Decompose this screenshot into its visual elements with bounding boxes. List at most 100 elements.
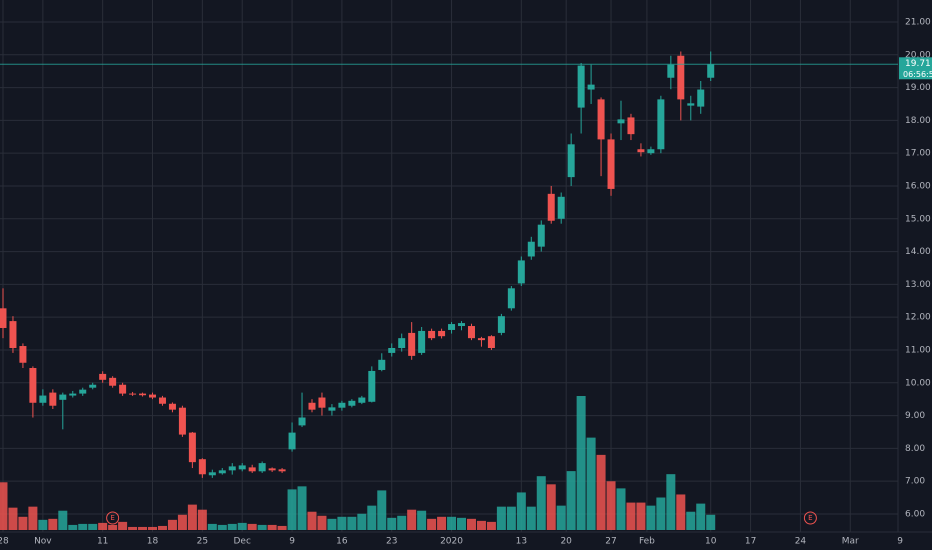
volume-bar [546,484,556,530]
volume-bar [128,526,138,530]
volume-bar [207,523,217,530]
volume-bar [466,518,476,530]
volume-bar [118,521,128,530]
candle-body [89,384,97,388]
candle-body [647,149,655,154]
volume-bar [706,514,716,530]
candle-body [29,368,37,403]
volume-bar [357,513,367,530]
x-tick-label: 2020 [440,537,463,547]
candle-body [667,64,675,78]
candle-body [268,468,276,471]
y-tick-label: 8.00 [905,444,925,454]
y-tick-label: 19.00 [905,83,931,93]
candle-body [198,459,206,475]
volume-bar [586,437,596,530]
volume-bar [686,511,696,530]
candle-body [9,321,17,348]
volume-bar [486,521,496,530]
y-tick-label: 14.00 [905,247,931,257]
volume-bar [616,488,626,530]
x-tick-label: 20 [560,537,572,547]
volume-bar [377,490,387,530]
candle-body [637,149,645,153]
volume-bar [427,518,437,530]
candle-body [308,402,316,410]
candle-body [158,397,166,404]
volume-bar [606,481,616,530]
volume-bar [187,504,197,530]
volume-bar [247,523,257,530]
volume-bar [18,516,28,530]
volume-bar [626,502,636,530]
volume-bar [646,505,656,530]
candle-body [408,332,416,356]
volume-bar [38,519,48,530]
volume-bar [337,516,347,530]
volume-bar [257,524,267,530]
candle-body [627,117,635,135]
y-tick-label: 15.00 [905,214,931,224]
x-tick-label: Mar [842,537,859,547]
volume-bar [88,523,98,530]
x-tick-label: Feb [639,537,655,547]
volume-bar [666,474,676,530]
countdown-label: 06:56:50 [903,70,932,79]
candle-body [487,336,495,348]
volume-bar [48,518,58,530]
y-tick-label: 6.00 [905,509,925,519]
volume-bar [98,522,108,530]
y-tick-label: 12.00 [905,313,931,323]
candle-body [458,323,466,327]
x-tick-label: 28 [0,537,9,547]
y-tick-label: 16.00 [905,181,931,191]
volume-bar [476,520,486,530]
candle-body [597,99,605,140]
candle-body [657,99,665,150]
volume-bar [526,506,536,530]
candle-body [438,330,446,337]
candle-body [318,397,326,408]
volume-bar [317,515,327,530]
candle-body [378,359,386,370]
candle-body [59,394,67,400]
candle-body [149,394,157,398]
candle-body [328,407,336,411]
candle-body [497,316,505,333]
x-tick-label: 9 [897,537,903,547]
y-tick-label: 18.00 [905,116,931,126]
candle-body [99,373,107,380]
x-tick-label: Nov [34,537,52,547]
x-tick-label: 13 [516,537,527,547]
y-tick-label: 21.00 [905,17,931,27]
candle-body [467,326,475,339]
candle-body [388,347,396,353]
x-tick-label: 17 [745,537,756,547]
candle-body [418,330,426,353]
event-label: E [808,514,812,522]
x-tick-label: 11 [97,537,108,547]
candle-body [39,395,47,403]
event-marker [803,511,817,525]
event-marker [106,511,120,525]
volume-bar [148,526,158,530]
volume-bar [367,505,377,530]
candle-body [687,103,695,106]
y-tick-label: 13.00 [905,280,931,290]
volume-bar [387,517,397,530]
candle-body [338,402,346,408]
volume-bar [68,524,78,530]
y-tick-label: 11.00 [905,345,931,355]
candle-body [69,393,77,396]
y-tick-label: 10.00 [905,378,931,388]
x-tick-label: 18 [147,537,159,547]
candle-body [697,89,705,107]
candle-body [19,346,27,363]
volume-bar [167,519,177,530]
volume-bar [237,522,247,530]
candle-body [448,324,456,330]
x-tick-label: 25 [197,537,208,547]
candle-body [258,463,266,472]
volume-bar [397,515,407,530]
volume-bar [656,497,666,530]
